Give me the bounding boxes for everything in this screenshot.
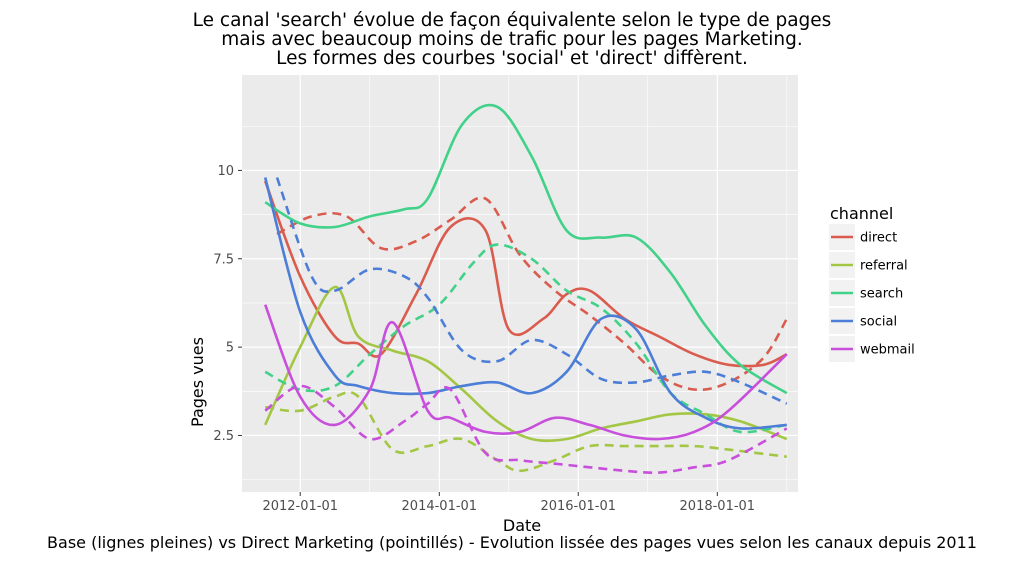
legend-title: channel	[830, 204, 894, 223]
chart-title-line-3: Les formes des courbes 'social' et 'dire…	[276, 48, 748, 69]
y-tick-label: 5	[226, 341, 234, 356]
series-line-search-solid	[264, 103, 788, 395]
series-line-search-dashed	[264, 243, 788, 434]
series-line-social-solid	[263, 177, 787, 430]
x-tick-label: 2018-01-01	[680, 499, 756, 514]
x-tick-label: 2012-01-01	[262, 499, 338, 514]
y-axis-title: Pages vues	[188, 337, 207, 427]
plot-panel	[242, 75, 798, 492]
legend-label-webmail: webmail	[860, 343, 915, 358]
series-line-webmail-dashed	[264, 384, 788, 475]
legend-label-referral: referral	[860, 259, 908, 274]
series-line-webmail-solid	[263, 304, 788, 441]
legend-label-search: search	[860, 287, 903, 302]
y-tick-label: 2.5	[213, 429, 234, 444]
x-axis-title: Date	[502, 516, 542, 535]
chart-title-line-1: Le canal 'search' évolue de façon équiva…	[192, 10, 832, 31]
series-line-direct-solid	[263, 180, 788, 368]
legend-label-direct: direct	[860, 231, 897, 246]
y-tick-label: 7.5	[213, 252, 234, 267]
chart-caption: Base (lignes pleines) vs Direct Marketin…	[47, 533, 977, 552]
chart-title-line-2: mais avec beaucoup moins de trafic pour …	[221, 29, 803, 50]
series-line-referral-dashed	[265, 390, 787, 473]
series-line-social-dashed	[275, 177, 788, 405]
y-tick-label: 10	[217, 164, 234, 179]
x-tick-label: 2014-01-01	[402, 499, 478, 514]
legend-label-social: social	[860, 315, 897, 330]
x-tick-label: 2016-01-01	[540, 499, 616, 514]
series-line-direct-dashed	[276, 196, 788, 392]
